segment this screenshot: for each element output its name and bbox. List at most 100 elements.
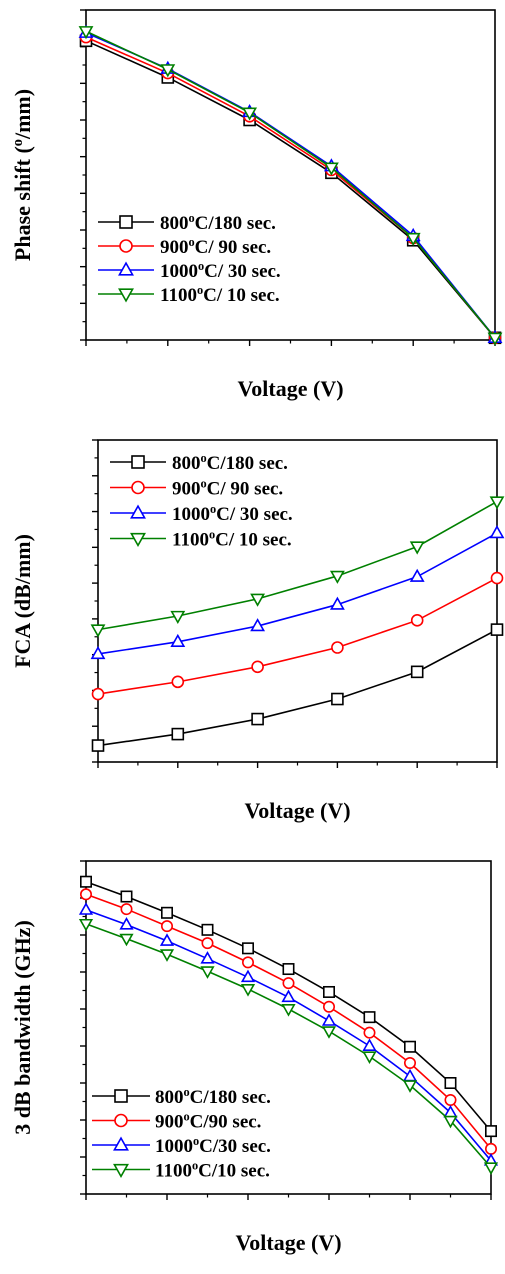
data-point — [159, 933, 175, 946]
data-point — [200, 951, 215, 964]
data-point — [282, 977, 295, 990]
legend-entry: 800oC/180 sec. — [92, 1085, 271, 1108]
legend-entry: 1000oC/ 30 sec. — [98, 259, 281, 282]
data-point — [91, 687, 105, 701]
data-point — [321, 1026, 337, 1039]
series-1 — [91, 623, 504, 752]
series-1 — [79, 34, 502, 345]
data-point — [170, 633, 186, 647]
data-point — [329, 596, 345, 610]
data-point — [363, 1026, 376, 1039]
legend-marker — [119, 239, 133, 253]
legend-entry: 1100oC/10 sec. — [92, 1159, 270, 1182]
legend-entry: 900oC/ 90 sec. — [98, 235, 271, 258]
legend-marker — [119, 215, 133, 229]
data-point — [119, 933, 134, 947]
data-point — [250, 618, 266, 632]
data-point — [170, 610, 186, 624]
legend-entry: 900oC/ 90 sec. — [110, 477, 283, 500]
data-point — [200, 966, 215, 979]
data-point — [322, 1000, 335, 1013]
data-point — [490, 623, 504, 636]
chart-panel-2: Voltage (V) FCA (dB/mm) 800oC/180 sec. 900o… — [10, 439, 505, 823]
data-point — [363, 1011, 376, 1024]
data-point — [78, 902, 94, 915]
data-point — [171, 727, 185, 741]
legend-marker — [114, 1089, 128, 1103]
data-point — [489, 496, 505, 510]
legend-entry: 800oC/180 sec. — [110, 451, 288, 474]
data-point — [444, 1077, 457, 1090]
x-axis-title: Voltage (V) — [244, 798, 350, 823]
data-point — [403, 1057, 416, 1070]
data-point — [78, 26, 94, 40]
y-axis-title: Phase shift (o/mm) — [10, 89, 35, 261]
data-point — [329, 570, 345, 584]
data-point — [240, 969, 256, 983]
data-point — [242, 107, 258, 121]
data-point — [160, 64, 176, 78]
data-point — [201, 937, 214, 950]
data-point — [410, 665, 424, 679]
plot-frame — [85, 860, 492, 1195]
data-point — [489, 525, 505, 539]
data-point — [171, 675, 185, 689]
legend-label: 900oC/90 sec. — [155, 1110, 261, 1133]
data-point — [282, 963, 295, 976]
legend-label: 900oC/ 90 sec. — [172, 477, 283, 500]
data-point — [410, 614, 424, 627]
legend-marker — [118, 261, 134, 276]
data-point — [119, 917, 134, 930]
data-point — [483, 1162, 499, 1175]
legend-label: 1100oC/10 sec. — [155, 1159, 270, 1182]
legend-marker — [130, 504, 146, 519]
data-point — [402, 1080, 418, 1093]
legend-marker — [118, 288, 134, 303]
legend-marker — [131, 455, 145, 469]
series-3 — [78, 24, 503, 344]
data-point — [80, 888, 93, 901]
data-point — [409, 568, 425, 582]
x-axis-title: Voltage (V) — [235, 1230, 341, 1255]
data-point — [281, 989, 296, 1003]
series-line — [97, 532, 498, 655]
data-point — [91, 739, 105, 752]
data-point — [120, 903, 133, 916]
data-point — [484, 1142, 497, 1155]
data-point — [409, 541, 425, 555]
legend-entry: 800oC/180 sec. — [98, 211, 276, 234]
series-2 — [91, 571, 504, 701]
legend-label: 800oC/180 sec. — [160, 211, 276, 234]
legend-entry: 1000oC/30 sec. — [92, 1134, 271, 1157]
series-2 — [79, 30, 502, 345]
legend-label: 1000oC/ 30 sec. — [160, 259, 281, 282]
y-axis-title: 3 dB bandwidth (GHz) — [10, 920, 35, 1135]
legend-entry: 1100oC/ 10 sec. — [98, 283, 280, 306]
data-point — [250, 593, 266, 607]
legend-marker — [113, 1163, 129, 1179]
data-point — [78, 918, 94, 932]
x-axis-title: Voltage (V) — [237, 376, 343, 401]
data-point — [242, 956, 255, 969]
data-point — [490, 571, 504, 585]
data-point — [487, 332, 503, 346]
series-4 — [78, 918, 499, 1175]
legend-label: 1000oC/30 sec. — [155, 1134, 271, 1157]
data-point — [331, 692, 344, 706]
legend-entry: 1100oC/ 10 sec. — [110, 528, 292, 551]
data-point — [484, 1125, 497, 1138]
data-point — [201, 923, 214, 936]
data-point — [90, 624, 106, 638]
legend-label: 800oC/180 sec. — [172, 451, 288, 474]
legend-label: 1100oC/ 10 sec. — [172, 528, 292, 551]
data-point — [159, 949, 175, 962]
series-3 — [90, 525, 505, 660]
legend-marker — [114, 1113, 128, 1128]
series-line — [85, 32, 496, 339]
legend-label: 1000oC/ 30 sec. — [172, 502, 293, 525]
y-axis-title: FCA (dB/mm) — [10, 534, 35, 668]
series-line — [85, 909, 492, 1162]
chart-panel-3: Voltage (V) 3 dB bandwidth (GHz) 800oC/180… — [10, 860, 499, 1255]
data-point — [242, 942, 255, 955]
